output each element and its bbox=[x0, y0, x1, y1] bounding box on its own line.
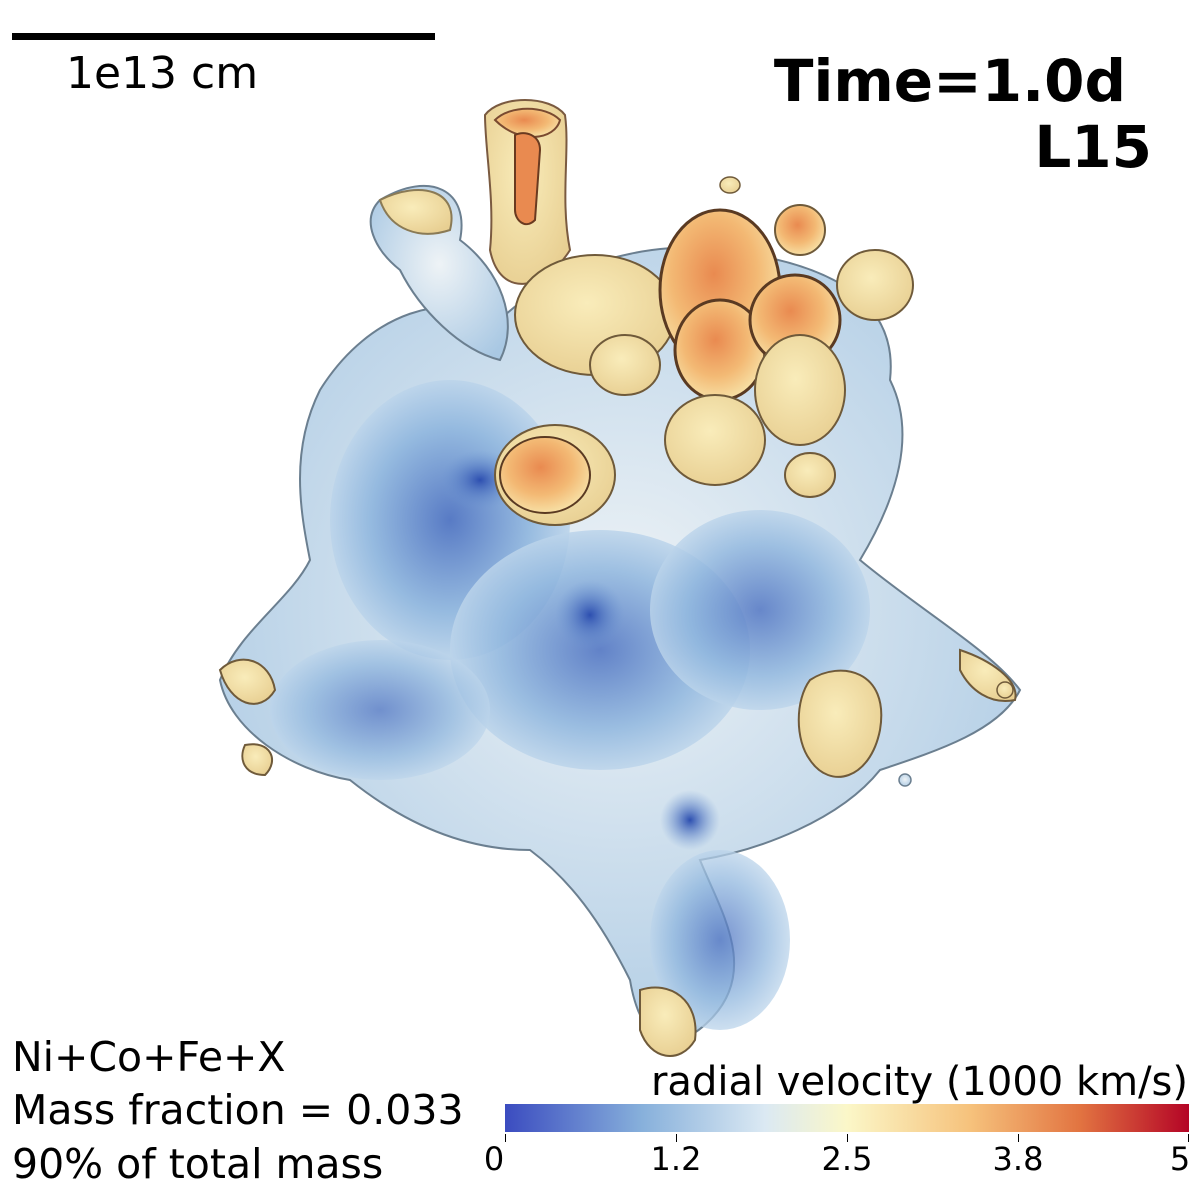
species-label: Ni+Co+Fe+X bbox=[12, 1033, 286, 1081]
colorbar-tick-label: 0 bbox=[483, 1140, 505, 1178]
model-label: L15 bbox=[1034, 113, 1152, 181]
colorbar-title: radial velocity (1000 km/s) bbox=[650, 1059, 1188, 1105]
colorbar-tick bbox=[1188, 1134, 1189, 1142]
time-label: Time=1.0d bbox=[773, 47, 1126, 115]
total-mass-label: 90% of total mass bbox=[12, 1140, 384, 1188]
colorbar-tick-label: 3.8 bbox=[992, 1140, 1044, 1178]
mass-fraction-label: Mass fraction = 0.033 bbox=[12, 1086, 464, 1134]
colorbar bbox=[505, 1104, 1189, 1132]
colorbar-tick bbox=[676, 1134, 677, 1142]
colorbar-tick bbox=[505, 1134, 506, 1142]
colorbar-tick-label: 1.2 bbox=[650, 1140, 702, 1178]
colorbar-tick bbox=[1018, 1134, 1019, 1142]
scale-bar-label: 1e13 cm bbox=[66, 48, 259, 99]
scale-bar bbox=[12, 33, 435, 40]
ejecta-isosurface bbox=[218, 99, 1022, 1057]
colorbar-tick-label: 5 bbox=[1169, 1140, 1191, 1178]
colorbar-tick-label: 2.5 bbox=[821, 1140, 873, 1178]
colorbar-tick bbox=[847, 1134, 848, 1142]
